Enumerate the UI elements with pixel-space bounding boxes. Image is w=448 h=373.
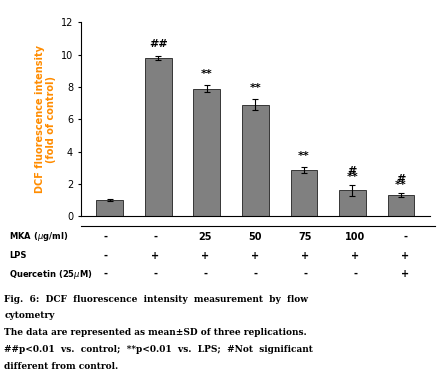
Text: +: + bbox=[351, 251, 359, 260]
Text: +: + bbox=[202, 251, 210, 260]
Text: -: - bbox=[103, 251, 108, 260]
Text: -: - bbox=[154, 232, 158, 242]
Text: Quercetin (25$\mu$M): Quercetin (25$\mu$M) bbox=[9, 268, 93, 280]
Y-axis label: DCF fluorescence intensity
(fold of control): DCF fluorescence intensity (fold of cont… bbox=[35, 46, 56, 193]
Text: +: + bbox=[251, 251, 259, 260]
Bar bbox=[388, 195, 414, 216]
Text: **: ** bbox=[347, 172, 358, 182]
Text: -: - bbox=[154, 269, 158, 279]
Text: The data are represented as mean±SD of three replications.: The data are represented as mean±SD of t… bbox=[4, 328, 307, 337]
Text: LPS: LPS bbox=[9, 251, 26, 260]
Text: #: # bbox=[348, 166, 357, 176]
Text: -: - bbox=[203, 269, 207, 279]
Bar bbox=[145, 58, 172, 216]
Bar bbox=[339, 191, 366, 216]
Text: MKA ($\mu$g/ml): MKA ($\mu$g/ml) bbox=[9, 231, 68, 243]
Text: -: - bbox=[254, 269, 257, 279]
Text: +: + bbox=[151, 251, 159, 260]
Text: ##: ## bbox=[149, 39, 168, 49]
Text: **: ** bbox=[298, 151, 310, 161]
Text: -: - bbox=[353, 269, 357, 279]
Text: 25: 25 bbox=[199, 232, 212, 242]
Text: 75: 75 bbox=[298, 232, 312, 242]
Text: Fig.  6:  DCF  fluorescence  intensity  measurement  by  flow: Fig. 6: DCF fluorescence intensity measu… bbox=[4, 295, 309, 304]
Text: -: - bbox=[303, 269, 307, 279]
Text: -: - bbox=[103, 269, 108, 279]
Text: -: - bbox=[103, 232, 108, 242]
Bar bbox=[291, 170, 317, 216]
Text: 100: 100 bbox=[345, 232, 365, 242]
Text: -: - bbox=[403, 232, 407, 242]
Text: **: ** bbox=[201, 69, 213, 79]
Text: +: + bbox=[301, 251, 309, 260]
Text: +: + bbox=[401, 269, 409, 279]
Text: +: + bbox=[401, 251, 409, 260]
Bar bbox=[96, 200, 123, 216]
Text: ##p<0.01  vs.  control;  **p<0.01  vs.  LPS;  #Not  significant: ##p<0.01 vs. control; **p<0.01 vs. LPS; … bbox=[4, 345, 313, 354]
Bar bbox=[242, 105, 269, 216]
Text: different from control.: different from control. bbox=[4, 362, 119, 371]
Bar bbox=[194, 89, 220, 216]
Text: **: ** bbox=[250, 83, 261, 93]
Text: cytometry: cytometry bbox=[4, 311, 55, 320]
Text: #: # bbox=[396, 175, 405, 185]
Text: 50: 50 bbox=[249, 232, 262, 242]
Text: **: ** bbox=[395, 180, 407, 190]
